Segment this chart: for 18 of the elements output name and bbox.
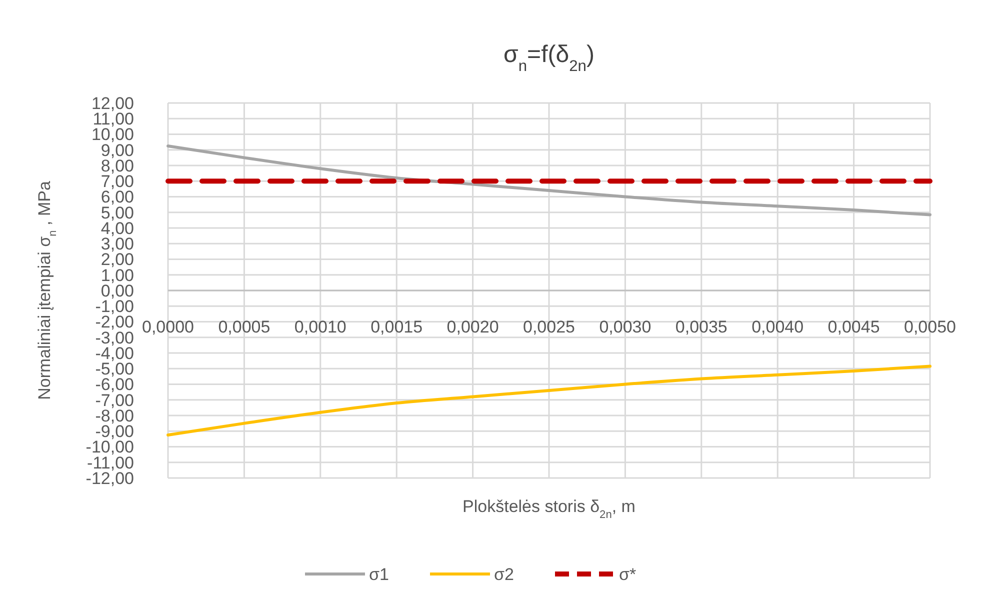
legend-label: σ* — [619, 564, 636, 584]
x-tick-label: 0,0050 — [904, 318, 956, 336]
line-series — [166, 144, 932, 216]
x-tick-label: 0,0015 — [370, 318, 423, 336]
legend-label: σ1 — [369, 564, 389, 584]
line-series — [166, 364, 932, 437]
x-tick-label: 0,0045 — [828, 318, 880, 336]
x-tick-label: 0,0010 — [294, 318, 346, 336]
x-tick-label: 0,0040 — [752, 318, 804, 336]
legend-label: σ2 — [494, 564, 514, 584]
x-tick-label: 0,0020 — [446, 318, 499, 336]
x-axis-title: Plokštelės storis δ$_{2n}$, m — [462, 497, 636, 521]
x-tick-label: 0,0025 — [523, 318, 575, 336]
x-tick-label: 0,0030 — [599, 318, 652, 336]
x-tick-label: 0,0005 — [218, 318, 270, 336]
x-tick-label: 0,0035 — [675, 318, 728, 336]
chart-title: σ$_{n}$=f(δ$_{2n}$) — [504, 41, 594, 74]
x-tick-label: 0,0000 — [142, 318, 194, 336]
